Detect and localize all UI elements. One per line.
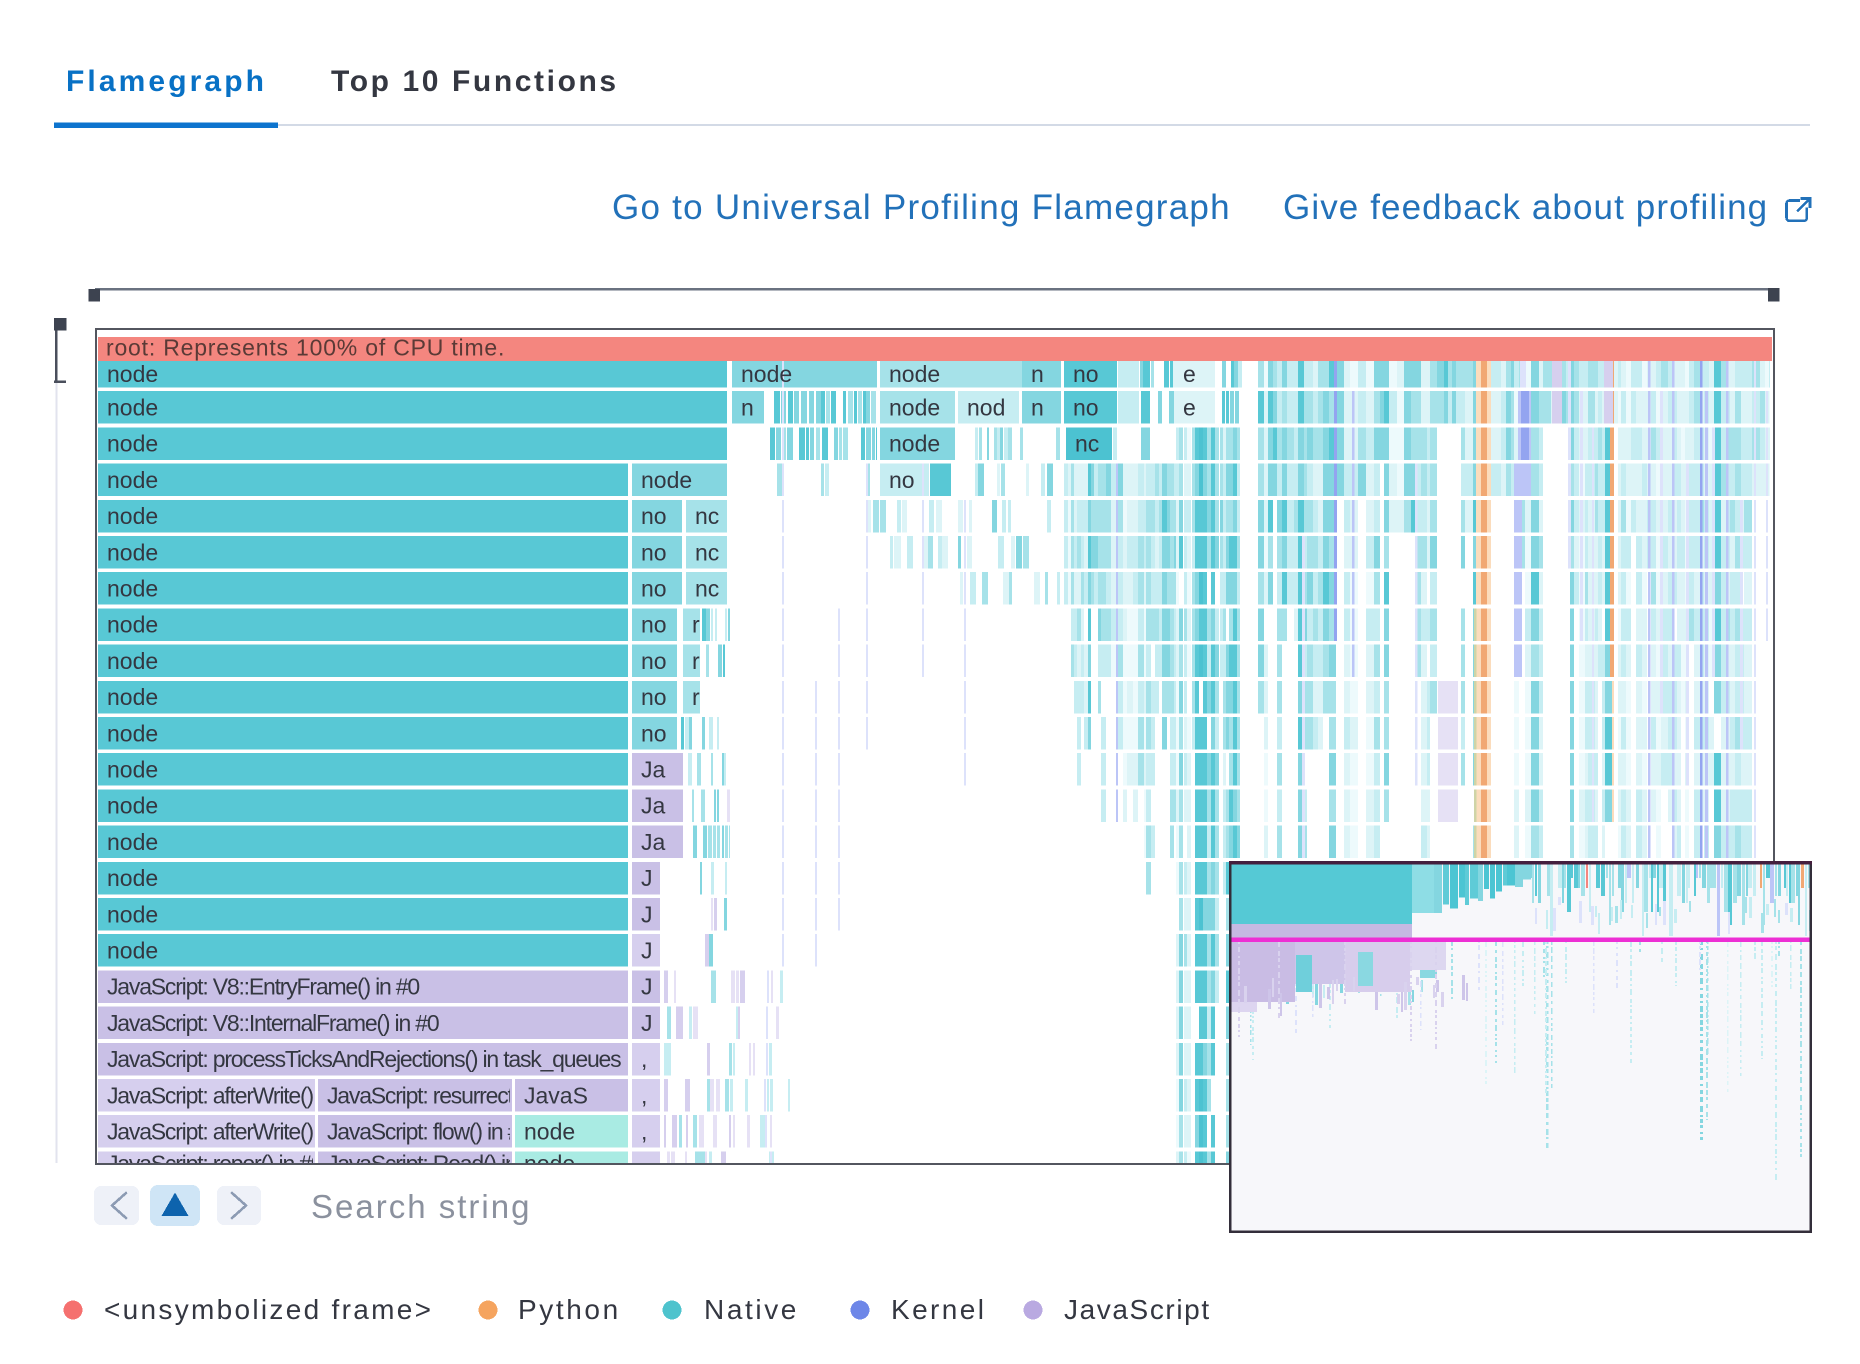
svg-text:JavaScript: Read() in #0: JavaScript: Read() in #0: [327, 1151, 545, 1177]
svg-text:node: node: [107, 612, 158, 638]
svg-text:JavaScript: V8::EntryFrame() i: JavaScript: V8::EntryFrame() in #0: [107, 974, 419, 1000]
svg-text:node: node: [889, 431, 940, 457]
svg-text:no: no: [641, 540, 667, 566]
svg-text:node: node: [641, 467, 692, 493]
svg-text:node: node: [107, 361, 158, 387]
svg-text:e: e: [1183, 361, 1196, 387]
svg-text:r: r: [692, 612, 700, 638]
svg-text:JavaScript: V8::InternalFrame(: JavaScript: V8::InternalFrame() in #0: [107, 1010, 439, 1036]
svg-text:e: e: [1183, 395, 1196, 421]
svg-text:node: node: [107, 648, 158, 674]
svg-text:node: node: [107, 721, 158, 747]
svg-text:node: node: [107, 395, 158, 421]
svg-text:node: node: [107, 540, 158, 566]
svg-text:JavaScript: repor() in #0: JavaScript: repor() in #0: [107, 1151, 323, 1177]
svg-text:node: node: [107, 865, 158, 891]
svg-text:r: r: [692, 684, 700, 710]
svg-text:<unsymbolized frame>: <unsymbolized frame>: [104, 1294, 433, 1325]
svg-text:J: J: [641, 902, 653, 928]
svg-text:node: node: [107, 829, 158, 855]
svg-text:n: n: [1031, 395, 1044, 421]
svg-text:,: ,: [641, 1046, 647, 1072]
svg-text:no: no: [641, 721, 667, 747]
svg-text:JavaScript: afterWrite() in #0: JavaScript: afterWrite() in #0: [107, 1119, 362, 1145]
svg-text:Ja: Ja: [641, 829, 666, 855]
svg-text:node: node: [107, 793, 158, 819]
svg-text:,: ,: [641, 1083, 647, 1109]
svg-text:no: no: [641, 503, 667, 529]
svg-text:Flamegraph: Flamegraph: [66, 65, 267, 98]
svg-text:node: node: [107, 684, 158, 710]
svg-text:JavaScript: flow() in #0: JavaScript: flow() in #0: [327, 1119, 531, 1145]
svg-text:JavaScript: resurrect() in #0: JavaScript: resurrect() in #0: [327, 1083, 575, 1109]
svg-text:node: node: [889, 395, 940, 421]
svg-text:Go to Universal Profiling Flam: Go to Universal Profiling Flamegraph: [612, 188, 1231, 227]
svg-text:root: Represents 100% of CPU t: root: Represents 100% of CPU time.: [106, 335, 505, 361]
svg-text:Ja: Ja: [641, 793, 666, 819]
svg-text:nod: nod: [967, 395, 1005, 421]
svg-text:J: J: [641, 938, 653, 964]
svg-text:no: no: [641, 612, 667, 638]
svg-text:node: node: [524, 1151, 575, 1177]
svg-text:J: J: [641, 865, 653, 891]
svg-text:no: no: [889, 467, 915, 493]
svg-text:Search string: Search string: [311, 1188, 531, 1225]
svg-text:Ja: Ja: [641, 757, 666, 783]
svg-text:no: no: [1073, 395, 1099, 421]
svg-text:JavaS: JavaS: [524, 1083, 588, 1109]
svg-text:J: J: [641, 974, 653, 1000]
svg-text:node: node: [107, 576, 158, 602]
svg-text:,: ,: [641, 1119, 647, 1145]
svg-text:no: no: [1073, 361, 1099, 387]
svg-text:r: r: [692, 648, 700, 674]
svg-text:node: node: [741, 361, 792, 387]
svg-text:node: node: [107, 902, 158, 928]
svg-text:no: no: [641, 576, 667, 602]
svg-text:nc: nc: [695, 540, 719, 566]
svg-text:JavaScript: processTicksAndRej: JavaScript: processTicksAndRejections() …: [107, 1046, 621, 1072]
svg-text:node: node: [107, 757, 158, 783]
svg-text:node: node: [107, 431, 158, 457]
svg-text:node: node: [889, 361, 940, 387]
svg-text:n: n: [741, 395, 754, 421]
svg-text:JavaScript: JavaScript: [1064, 1294, 1211, 1325]
svg-text:node: node: [107, 938, 158, 964]
svg-text:Give feedback about profiling: Give feedback about profiling: [1283, 188, 1768, 227]
svg-text:node: node: [524, 1119, 575, 1145]
svg-text:J: J: [641, 1010, 653, 1036]
svg-text:node: node: [107, 503, 158, 529]
svg-text:nc: nc: [1075, 431, 1099, 457]
svg-text:n: n: [1031, 361, 1044, 387]
svg-text:Top 10 Functions: Top 10 Functions: [331, 65, 619, 98]
svg-text:no: no: [641, 684, 667, 710]
svg-text:JavaScript: afterWrite() in #0: JavaScript: afterWrite() in #0: [107, 1083, 362, 1109]
svg-text:Python: Python: [518, 1294, 621, 1325]
svg-text:node: node: [107, 467, 158, 493]
svg-text:Native: Native: [704, 1294, 799, 1325]
svg-text:no: no: [641, 648, 667, 674]
svg-text:nc: nc: [695, 576, 719, 602]
svg-text:nc: nc: [695, 503, 719, 529]
svg-text:Kernel: Kernel: [891, 1294, 986, 1325]
